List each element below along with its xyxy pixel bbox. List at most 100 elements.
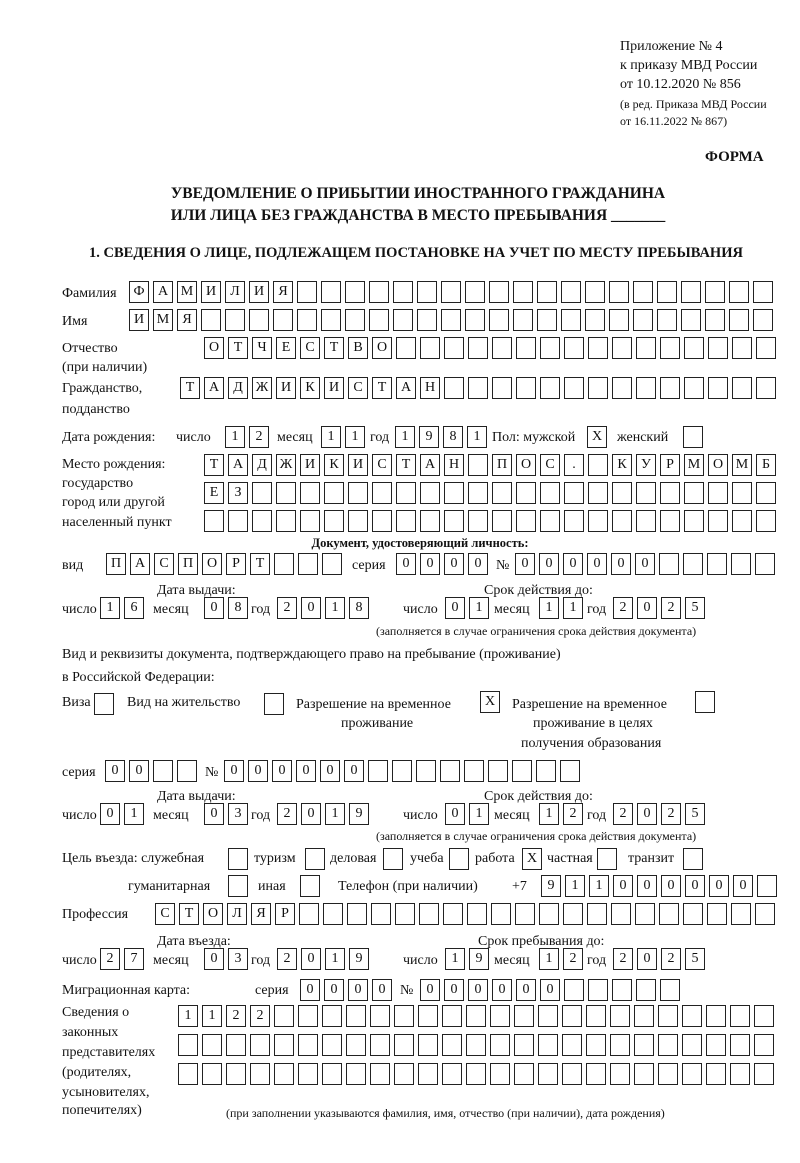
char-cell[interactable]: [564, 482, 584, 504]
char-cell[interactable]: [564, 510, 584, 532]
char-cell[interactable]: [250, 1034, 270, 1056]
char-cell[interactable]: [634, 1005, 654, 1027]
char-cell[interactable]: [202, 1063, 222, 1085]
char-cell[interactable]: [684, 482, 704, 504]
char-cell[interactable]: [708, 482, 728, 504]
char-cell[interactable]: [466, 1034, 486, 1056]
char-cell[interactable]: [449, 848, 469, 870]
purpose-humanitarian-checkbox[interactable]: [228, 875, 248, 897]
char-cell[interactable]: [490, 1063, 510, 1085]
purpose-tourism-checkbox[interactable]: [305, 848, 325, 870]
char-cell[interactable]: 0: [516, 979, 536, 1001]
char-cell[interactable]: Т: [204, 454, 224, 476]
char-cell[interactable]: [346, 1063, 366, 1085]
char-cell[interactable]: А: [153, 281, 173, 303]
char-cell[interactable]: А: [420, 454, 440, 476]
char-cell[interactable]: 0: [635, 553, 655, 575]
char-cell[interactable]: [588, 510, 608, 532]
char-cell[interactable]: [442, 1034, 462, 1056]
char-cell[interactable]: [513, 281, 533, 303]
char-cell[interactable]: [708, 337, 728, 359]
char-cell[interactable]: [538, 1005, 558, 1027]
sex-female-checkbox[interactable]: [683, 426, 703, 448]
trp-checkbox[interactable]: X: [480, 691, 500, 713]
char-cell[interactable]: И: [249, 281, 269, 303]
char-cell[interactable]: 0: [301, 597, 321, 619]
char-cell[interactable]: [305, 848, 325, 870]
char-cell[interactable]: [635, 903, 655, 925]
char-cell[interactable]: [757, 875, 777, 897]
char-cell[interactable]: [395, 903, 415, 925]
char-cell[interactable]: О: [202, 553, 222, 575]
char-cell[interactable]: 9: [469, 948, 489, 970]
char-cell[interactable]: [297, 309, 317, 331]
purpose-private-checkbox[interactable]: [597, 848, 617, 870]
char-cell[interactable]: [564, 337, 584, 359]
char-cell[interactable]: [488, 760, 508, 782]
char-cell[interactable]: [465, 309, 485, 331]
char-cell[interactable]: [228, 510, 248, 532]
char-cell[interactable]: [490, 1005, 510, 1027]
trpe-checkbox[interactable]: [695, 691, 715, 713]
char-cell[interactable]: [467, 903, 487, 925]
purpose-study-checkbox[interactable]: [449, 848, 469, 870]
char-cell[interactable]: [516, 337, 536, 359]
char-cell[interactable]: [420, 482, 440, 504]
char-cell[interactable]: [706, 1005, 726, 1027]
char-cell[interactable]: [298, 1063, 318, 1085]
char-cell[interactable]: 0: [587, 553, 607, 575]
char-cell[interactable]: 2: [661, 803, 681, 825]
char-cell[interactable]: [300, 482, 320, 504]
char-cell[interactable]: [299, 903, 319, 925]
char-cell[interactable]: Ф: [129, 281, 149, 303]
char-cell[interactable]: [612, 979, 632, 1001]
char-cell[interactable]: [657, 281, 677, 303]
char-cell[interactable]: [298, 553, 318, 575]
char-cell[interactable]: И: [276, 377, 296, 399]
purpose-official-checkbox[interactable]: [228, 848, 248, 870]
char-cell[interactable]: [442, 1005, 462, 1027]
char-cell[interactable]: 5: [685, 597, 705, 619]
char-cell[interactable]: 2: [277, 597, 297, 619]
char-cell[interactable]: [394, 1034, 414, 1056]
char-cell[interactable]: [324, 510, 344, 532]
char-cell[interactable]: 6: [124, 597, 144, 619]
char-cell[interactable]: [681, 309, 701, 331]
char-cell[interactable]: [322, 553, 342, 575]
char-cell[interactable]: [369, 309, 389, 331]
char-cell[interactable]: X: [522, 848, 542, 870]
char-cell[interactable]: [202, 1034, 222, 1056]
char-cell[interactable]: [516, 510, 536, 532]
char-cell[interactable]: М: [177, 281, 197, 303]
char-cell[interactable]: [225, 309, 245, 331]
char-cell[interactable]: [178, 1034, 198, 1056]
char-cell[interactable]: Т: [179, 903, 199, 925]
char-cell[interactable]: [417, 309, 437, 331]
char-cell[interactable]: 1: [467, 426, 487, 448]
char-cell[interactable]: [94, 693, 114, 715]
char-cell[interactable]: 8: [349, 597, 369, 619]
char-cell[interactable]: [393, 309, 413, 331]
char-cell[interactable]: [636, 337, 656, 359]
char-cell[interactable]: 0: [272, 760, 292, 782]
char-cell[interactable]: [563, 903, 583, 925]
char-cell[interactable]: 0: [204, 597, 224, 619]
char-cell[interactable]: [369, 281, 389, 303]
char-cell[interactable]: [561, 281, 581, 303]
char-cell[interactable]: [468, 377, 488, 399]
char-cell[interactable]: М: [732, 454, 752, 476]
char-cell[interactable]: [321, 309, 341, 331]
char-cell[interactable]: [153, 760, 173, 782]
char-cell[interactable]: [537, 281, 557, 303]
char-cell[interactable]: 8: [228, 597, 248, 619]
char-cell[interactable]: Е: [276, 337, 296, 359]
